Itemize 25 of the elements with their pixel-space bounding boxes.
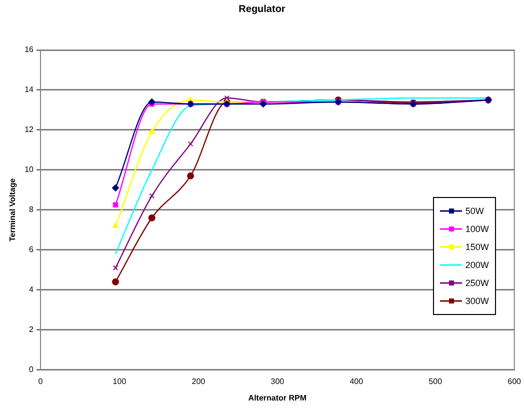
x-axis-title: Alternator RPM — [248, 393, 307, 402]
y-tick-label: 8 — [29, 205, 34, 214]
y-tick-label: 2 — [29, 325, 34, 334]
x-tick-label: 200 — [192, 376, 206, 386]
x-tick-label: 400 — [350, 376, 364, 386]
legend-label: 100W — [465, 224, 489, 234]
y-tick-label: 10 — [24, 165, 34, 174]
legend-label: 250W — [465, 278, 489, 288]
x-tick-label: 0 — [38, 376, 44, 386]
y-tick-label: 16 — [24, 45, 34, 54]
x-tick-label: 100 — [112, 376, 127, 386]
x-tick-label: 500 — [428, 376, 443, 386]
legend-label: 50W — [465, 206, 484, 216]
x-tick-label: 300 — [270, 376, 285, 386]
y-axis-title: Terminal Voltage — [8, 178, 18, 242]
legend-label: 200W — [465, 260, 489, 270]
y-tick-label: 0 — [29, 365, 34, 374]
y-tick-label: 12 — [24, 125, 34, 134]
legend-label: 150W — [465, 242, 489, 252]
y-tick-label: 6 — [29, 245, 34, 254]
y-tick-label: 4 — [29, 285, 34, 294]
chart-title: Regulator — [238, 4, 286, 15]
x-tick-label: 600 — [508, 376, 522, 386]
y-tick-label: 14 — [24, 85, 34, 94]
legend-label: 300W — [465, 296, 489, 306]
